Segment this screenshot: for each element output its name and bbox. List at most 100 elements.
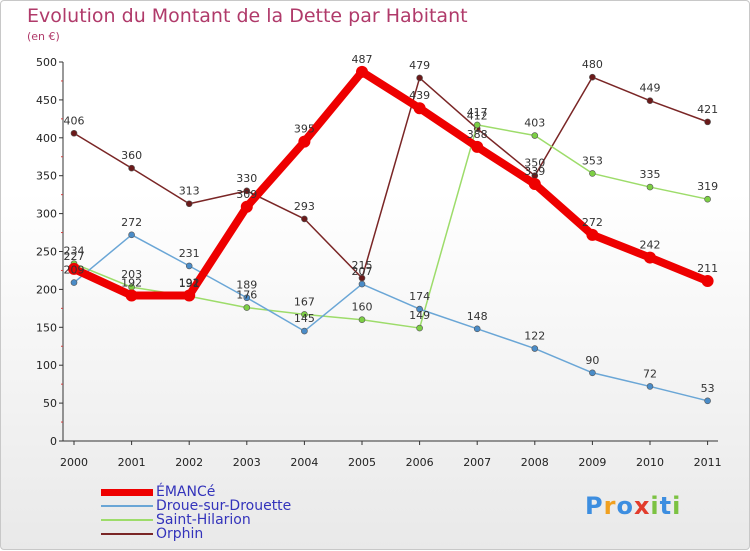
series-line (70, 67, 712, 300)
data-label: 449 (640, 82, 661, 95)
data-label: 350 (524, 157, 545, 170)
x-tick-label: 2001 (118, 456, 146, 469)
data-point (646, 183, 654, 191)
x-tick-label: 2006 (406, 456, 434, 469)
data-point (125, 289, 138, 302)
data-label: 148 (467, 310, 488, 323)
data-point (586, 228, 599, 241)
y-tick-label: 200 (36, 283, 57, 296)
logo-letter: r (603, 492, 617, 520)
y-tick-label: 350 (36, 170, 57, 183)
data-point (416, 324, 423, 332)
data-label: 360 (121, 149, 142, 162)
data-point (704, 195, 711, 203)
data-label: 122 (524, 330, 545, 343)
data-label: 149 (409, 309, 430, 322)
data-point (531, 345, 539, 352)
logo-letter: x (633, 492, 651, 520)
data-label: 160 (352, 301, 373, 314)
data-label: 227 (64, 250, 85, 263)
series-saint-hilarion (70, 121, 711, 332)
legend-swatch (101, 533, 153, 535)
logo-letter: P (585, 492, 604, 520)
legend-swatch (101, 519, 153, 521)
data-point (473, 325, 481, 333)
data-point (185, 262, 193, 270)
data-label: 191 (179, 277, 200, 290)
legend-swatch (101, 505, 153, 507)
logo-letter: t (659, 492, 673, 520)
y-tick-label: 100 (36, 359, 57, 372)
series--manc- (68, 65, 714, 302)
data-point (646, 383, 654, 390)
data-label: 335 (640, 168, 661, 181)
data-label: 353 (582, 154, 603, 167)
data-label: 207 (352, 265, 373, 278)
data-point (128, 231, 135, 239)
data-point (416, 74, 423, 82)
chart-title: Evolution du Montant de la Dette par Hab… (27, 5, 468, 27)
data-label-layer: 4063603133302932154794123504804494212342… (64, 53, 719, 395)
data-point (589, 369, 596, 377)
data-label: 319 (697, 180, 718, 193)
data-point (416, 305, 423, 313)
logo-letter: o (616, 492, 634, 520)
y-tick-label: 400 (36, 132, 57, 145)
x-tick-label: 2010 (636, 456, 664, 469)
series-line (73, 76, 709, 279)
data-label: 72 (643, 367, 657, 380)
data-point (243, 187, 251, 195)
data-point (185, 200, 193, 208)
data-label: 234 (64, 245, 85, 258)
data-label: 209 (64, 264, 85, 277)
data-label: 293 (294, 200, 315, 213)
data-point (243, 294, 251, 302)
series-orphin (70, 73, 711, 282)
data-label: 53 (701, 382, 715, 395)
data-point (301, 311, 308, 318)
logo-letter: i (672, 492, 682, 520)
data-label: 313 (179, 185, 200, 198)
data-point (298, 135, 311, 148)
data-label: 176 (236, 289, 257, 302)
data-point (704, 118, 711, 126)
x-tick-label: 2004 (290, 456, 318, 469)
data-point (589, 170, 596, 177)
data-label: 242 (640, 239, 661, 252)
data-label: 439 (409, 89, 430, 102)
legend-swatch (101, 488, 153, 496)
data-point (358, 316, 366, 324)
y-tick-label: 500 (36, 56, 57, 69)
y-tick-label: 50 (43, 397, 57, 410)
data-label: 406 (64, 114, 85, 127)
data-point (301, 215, 308, 223)
data-point (704, 397, 711, 405)
data-label: 203 (121, 268, 142, 281)
data-point (356, 65, 368, 78)
data-point (128, 164, 135, 172)
data-label: 167 (294, 295, 315, 308)
legend-label: ÉMANCé (156, 484, 216, 500)
data-label: 272 (582, 216, 603, 229)
x-tick-label: 2002 (175, 456, 203, 469)
data-label: 309 (236, 188, 257, 201)
data-point (70, 279, 78, 286)
series-droue-sur-drouette (70, 231, 711, 405)
x-tick-label: 2011 (694, 456, 722, 469)
x-tick-label: 2009 (578, 456, 606, 469)
data-label: 215 (352, 259, 373, 272)
data-label: 211 (697, 262, 718, 275)
data-label: 90 (585, 354, 599, 367)
series-layer (68, 65, 714, 405)
y-tick-label: 250 (36, 246, 57, 259)
legend-label: Saint-Hilarion (156, 512, 251, 528)
data-point (301, 327, 308, 335)
data-label: 479 (409, 59, 430, 72)
data-label: 145 (294, 312, 315, 325)
legend-label: Orphin (156, 526, 204, 542)
data-point (589, 73, 596, 81)
x-tick-label: 2008 (521, 456, 549, 469)
data-point (701, 275, 714, 288)
